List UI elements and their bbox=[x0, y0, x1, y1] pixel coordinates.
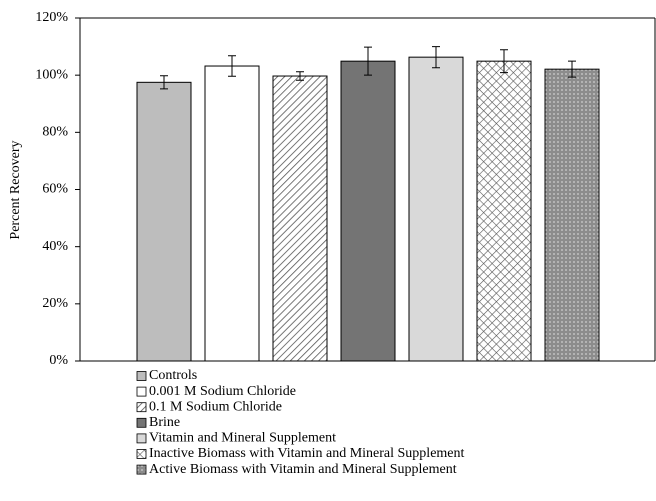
y-tick-label: 80% bbox=[42, 125, 68, 140]
legend-label: Controls bbox=[149, 368, 197, 383]
y-tick-label: 0% bbox=[49, 353, 68, 368]
legend-label: 0.1 M Sodium Chloride bbox=[149, 399, 282, 414]
y-tick-label: 60% bbox=[42, 182, 68, 197]
y-tick-label: 100% bbox=[35, 67, 68, 82]
bar bbox=[136, 81, 192, 362]
legend-swatch bbox=[136, 433, 147, 444]
legend-swatch bbox=[136, 402, 147, 413]
y-tick-label: 120% bbox=[35, 10, 68, 25]
error-bar bbox=[364, 46, 372, 76]
error-bar bbox=[228, 55, 236, 77]
bar bbox=[408, 56, 464, 362]
error-bar bbox=[160, 75, 168, 90]
error-bar bbox=[568, 60, 576, 78]
legend-swatch bbox=[136, 371, 147, 381]
legend-label: Active Biomass with Vitamin and Mineral … bbox=[149, 462, 457, 477]
error-bar bbox=[296, 71, 304, 81]
legend-swatch bbox=[136, 417, 147, 428]
bar bbox=[340, 60, 396, 362]
y-tick-label: 20% bbox=[42, 296, 68, 311]
legend-swatch bbox=[136, 386, 147, 397]
legend-swatch bbox=[136, 464, 147, 475]
bar bbox=[476, 60, 532, 362]
y-tick-label: 40% bbox=[42, 239, 68, 254]
bar bbox=[204, 65, 260, 362]
legend-label: Vitamin and Mineral Supplement bbox=[149, 431, 336, 446]
legend-swatch bbox=[136, 449, 147, 459]
legend-label: Inactive Biomass with Vitamin and Minera… bbox=[149, 446, 465, 461]
legend-label: Brine bbox=[149, 415, 180, 430]
y-axis-label: Percent Recovery bbox=[8, 140, 23, 239]
error-bar bbox=[432, 46, 440, 69]
error-bar bbox=[500, 49, 508, 74]
bar bbox=[544, 68, 600, 362]
legend-label: 0.001 M Sodium Chloride bbox=[149, 384, 296, 399]
bar bbox=[272, 75, 328, 362]
